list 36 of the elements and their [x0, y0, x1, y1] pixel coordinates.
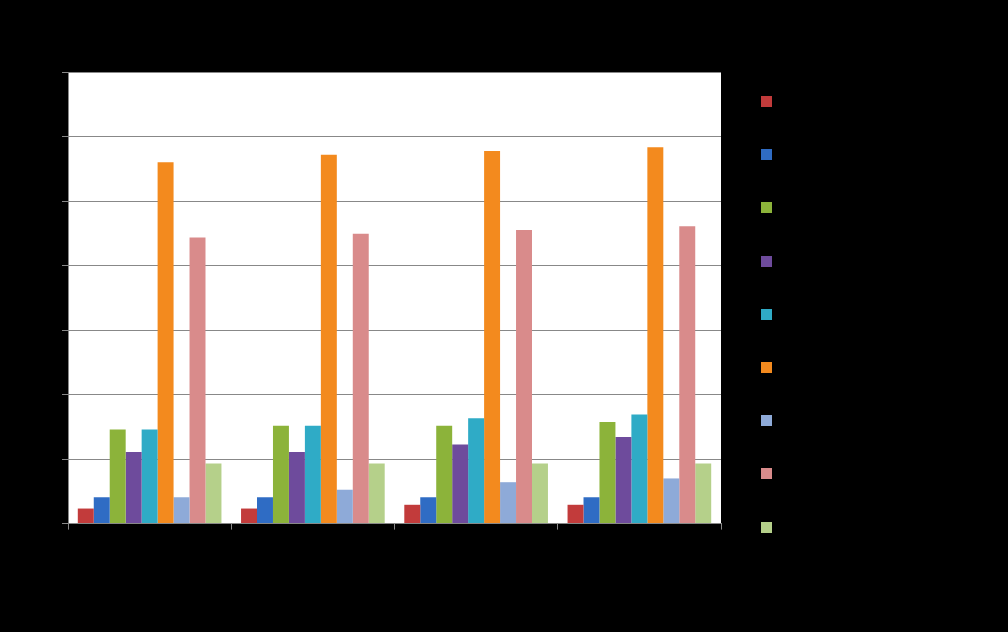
bar — [615, 437, 632, 524]
bar — [173, 497, 190, 524]
bar — [631, 414, 648, 524]
bar — [205, 463, 222, 524]
bar — [531, 463, 548, 524]
bar — [320, 154, 337, 524]
bar — [368, 463, 385, 524]
bar — [288, 452, 305, 524]
bar — [647, 147, 664, 524]
bar — [404, 504, 421, 524]
bar — [157, 162, 174, 524]
bar — [436, 425, 453, 524]
bar — [452, 444, 469, 524]
bar — [109, 429, 126, 524]
bar — [583, 497, 600, 524]
bar — [468, 418, 485, 524]
bar — [272, 425, 289, 524]
bar — [336, 489, 353, 524]
bar — [599, 421, 616, 524]
bar — [125, 452, 142, 524]
bar — [77, 508, 94, 524]
bar — [257, 497, 273, 524]
bar — [567, 504, 584, 524]
bar — [420, 497, 437, 524]
bar — [516, 230, 532, 524]
bar — [93, 497, 110, 524]
bar — [500, 482, 517, 524]
bar — [663, 478, 680, 524]
bar — [189, 237, 206, 524]
bar — [352, 233, 369, 524]
bar — [695, 463, 712, 524]
bar — [141, 429, 158, 524]
bar — [304, 425, 321, 524]
bar — [484, 151, 501, 524]
bar — [679, 226, 696, 524]
bar — [241, 508, 258, 524]
